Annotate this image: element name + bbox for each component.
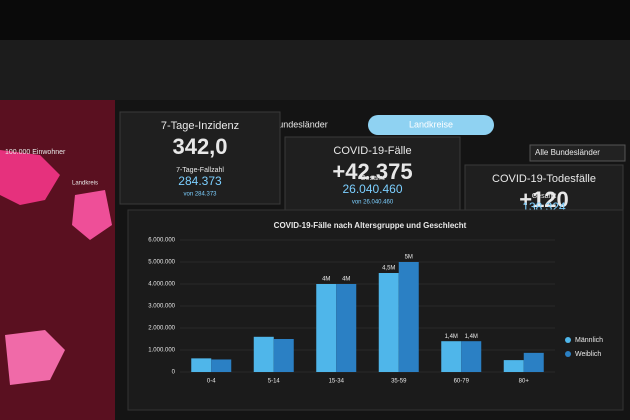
card-title: COVID-19-Todesfälle: [492, 173, 596, 185]
bar: [398, 262, 419, 372]
x-tick-label: 5-14: [268, 379, 281, 385]
map-title: 100.000 Einwohner: [5, 149, 66, 156]
y-tick-label: 4.000.000: [148, 282, 175, 288]
legend-swatch: [565, 351, 571, 357]
y-tick-label: 6.000.000: [148, 238, 175, 244]
data-label: 4,5M: [382, 266, 395, 272]
card: [284, 136, 461, 213]
data-label: 5M: [405, 255, 413, 261]
tab[interactable]: Bundesländer: [272, 119, 328, 129]
card-value: +120: [519, 187, 569, 212]
map-region: [0, 150, 60, 205]
bar: [273, 339, 294, 372]
bar: [316, 284, 337, 372]
y-tick-label: 1.000.000: [148, 348, 175, 354]
bar: [523, 352, 544, 372]
map-label: Landkreis: [72, 181, 98, 187]
card-sub-label: Gesamt: [360, 175, 385, 182]
card-sub-value: 26.040.460: [342, 182, 402, 196]
legend-swatch: [565, 337, 571, 343]
card: [119, 111, 281, 205]
card-sub-label: 7-Tage-Fallzahl: [176, 167, 224, 174]
card-sub-label: Gesamt: [532, 193, 557, 200]
dropdown-label[interactable]: Alle Bundesländer: [535, 148, 600, 157]
card-note: von 284.373: [183, 192, 217, 198]
bar: [461, 341, 482, 372]
map-region: [5, 330, 65, 385]
y-tick-label: 3.000.000: [148, 304, 175, 310]
bar: [253, 336, 274, 372]
x-tick-label: 80+: [519, 379, 530, 385]
y-tick-label: 5.000.000: [148, 260, 175, 266]
data-label: 4M: [322, 277, 330, 283]
card-note: von 26.040.460: [352, 200, 394, 206]
x-tick-label: 0-4: [207, 379, 216, 385]
chart-panel: [127, 209, 624, 411]
card-title: COVID-19-Fälle: [333, 145, 411, 157]
data-label: 1,4M: [465, 334, 478, 340]
chart: 0 1.000.000 2.000.000 3.000.000 4.000.000 5.0…: [148, 238, 603, 385]
tab-active-bg[interactable]: [368, 115, 494, 135]
y-tick-label: 2.000.000: [148, 326, 175, 332]
dropdown[interactable]: [529, 144, 626, 162]
bar: [441, 341, 462, 372]
chart-title: COVID-19-Fälle nach Altersgruppe und Ges…: [274, 221, 467, 230]
legend-label: Weiblich: [575, 351, 601, 358]
bar: [191, 358, 212, 372]
data-label: 1,4M: [445, 334, 458, 340]
card-value: 342,0: [172, 134, 227, 159]
x-tick-label: 35-59: [391, 379, 407, 385]
legend-label: Männlich: [575, 337, 603, 344]
bar: [336, 284, 357, 372]
bar: [503, 360, 524, 372]
x-tick-label: 60-79: [454, 379, 470, 385]
card-title: 7-Tage-Inzidenz: [161, 120, 239, 132]
data-label: 4M: [342, 277, 350, 283]
bezel: [0, 0, 630, 40]
y-tick-label: 0: [172, 370, 176, 376]
header-bar: [0, 40, 630, 100]
map-region: [72, 190, 112, 240]
card-sub-value: 284.373: [178, 174, 222, 188]
card-value: +42.375: [332, 159, 412, 184]
tab-active[interactable]: Landkreise: [409, 119, 453, 129]
x-tick-label: 15-34: [329, 379, 345, 385]
bar: [211, 359, 232, 372]
bar: [378, 273, 399, 372]
